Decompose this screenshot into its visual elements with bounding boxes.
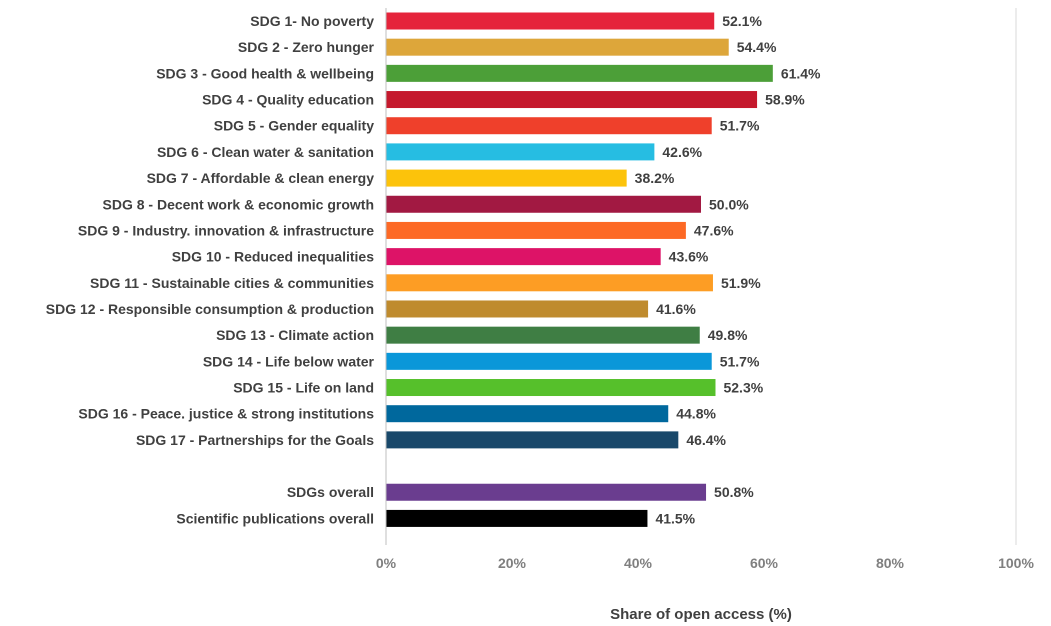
value-label: 51.7% <box>720 353 760 369</box>
category-label: Scientific publications overall <box>176 510 374 526</box>
category-label: SDG 13 - Climate action <box>216 327 374 343</box>
category-label: SDG 6 - Clean water & sanitation <box>157 144 374 160</box>
category-label: SDG 2 - Zero hunger <box>238 39 375 55</box>
category-labels-group: SDG 1- No poverty SDG 2 - Zero hunger SDG … <box>46 13 375 526</box>
bar <box>386 405 669 423</box>
x-axis-title: Share of open access (%) <box>610 606 792 623</box>
value-labels-group: 52.1% 54.4%61.4% 58.9% 51.7% 42.6% 38.2% 50.0%… <box>635 13 821 526</box>
value-label: 51.7% <box>720 118 760 134</box>
bar <box>386 509 648 527</box>
bar <box>386 483 707 501</box>
value-label: 51.9% <box>721 275 761 291</box>
value-label: 54.4% <box>737 39 777 55</box>
category-label: SDG 4 - Quality education <box>202 92 374 108</box>
value-label: 47.6% <box>694 222 734 238</box>
value-label: 38.2% <box>635 170 675 186</box>
category-label: SDG 5 - Gender equality <box>214 118 374 134</box>
value-label: 41.5% <box>655 510 695 526</box>
bar <box>386 326 700 344</box>
bar <box>386 274 713 292</box>
category-label: SDG 15 - Life on land <box>233 380 374 396</box>
category-label: SDG 3 - Good health & wellbeing <box>156 65 374 81</box>
value-label: 58.9% <box>765 92 805 108</box>
value-label: 44.8% <box>676 406 716 422</box>
bar <box>386 117 712 135</box>
x-tick-label: 20% <box>498 555 527 571</box>
category-label: SDG 14 - Life below water <box>203 353 375 369</box>
bar <box>386 64 773 82</box>
bar <box>386 248 661 266</box>
value-label: 42.6% <box>662 144 702 160</box>
bar <box>386 12 715 30</box>
value-label: 41.6% <box>656 301 696 317</box>
category-label: SDG 12 - Responsible consumption & produ… <box>46 301 374 317</box>
x-tick-labels-group: 0% 20% 40% 60% 80% 100% <box>376 555 1035 571</box>
value-label: 52.3% <box>723 380 763 396</box>
bar <box>386 91 758 109</box>
x-tick-label: 60% <box>750 555 779 571</box>
bar <box>386 195 701 213</box>
bar <box>386 352 712 370</box>
value-label: 50.0% <box>709 196 749 212</box>
category-label: SDG 10 - Reduced inequalities <box>172 249 374 265</box>
category-label: SDG 7 - Affordable & clean energy <box>147 170 375 186</box>
value-label: 50.8% <box>714 484 754 500</box>
bar <box>386 379 716 397</box>
category-label: SDG 1- No poverty <box>250 13 374 29</box>
bar <box>386 431 679 449</box>
value-label: 46.4% <box>686 432 726 448</box>
category-label: SDG 8 - Decent work & economic growth <box>103 196 375 212</box>
bar <box>386 300 649 318</box>
x-tick-label: 0% <box>376 555 397 571</box>
axes-group <box>385 8 1017 545</box>
bar <box>386 143 655 161</box>
x-tick-label: 80% <box>876 555 905 571</box>
bars-group <box>386 12 773 527</box>
bar <box>386 169 627 187</box>
value-label: 49.8% <box>708 327 748 343</box>
category-label: SDG 9 - Industry. innovation & infrastru… <box>78 222 374 238</box>
value-label: 43.6% <box>669 249 709 265</box>
x-tick-label: 40% <box>624 555 653 571</box>
category-label: SDG 16 - Peace. justice & strong institu… <box>78 406 374 422</box>
x-tick-label: 100% <box>998 555 1034 571</box>
value-label: 52.1% <box>722 13 762 29</box>
category-label: SDG 11 - Sustainable cities & communitie… <box>90 275 374 291</box>
value-label: 61.4% <box>781 65 821 81</box>
bar <box>386 221 686 239</box>
category-label: SDG 17 - Partnerships for the Goals <box>136 432 374 448</box>
bar <box>386 38 729 56</box>
category-label: SDGs overall <box>287 484 374 500</box>
